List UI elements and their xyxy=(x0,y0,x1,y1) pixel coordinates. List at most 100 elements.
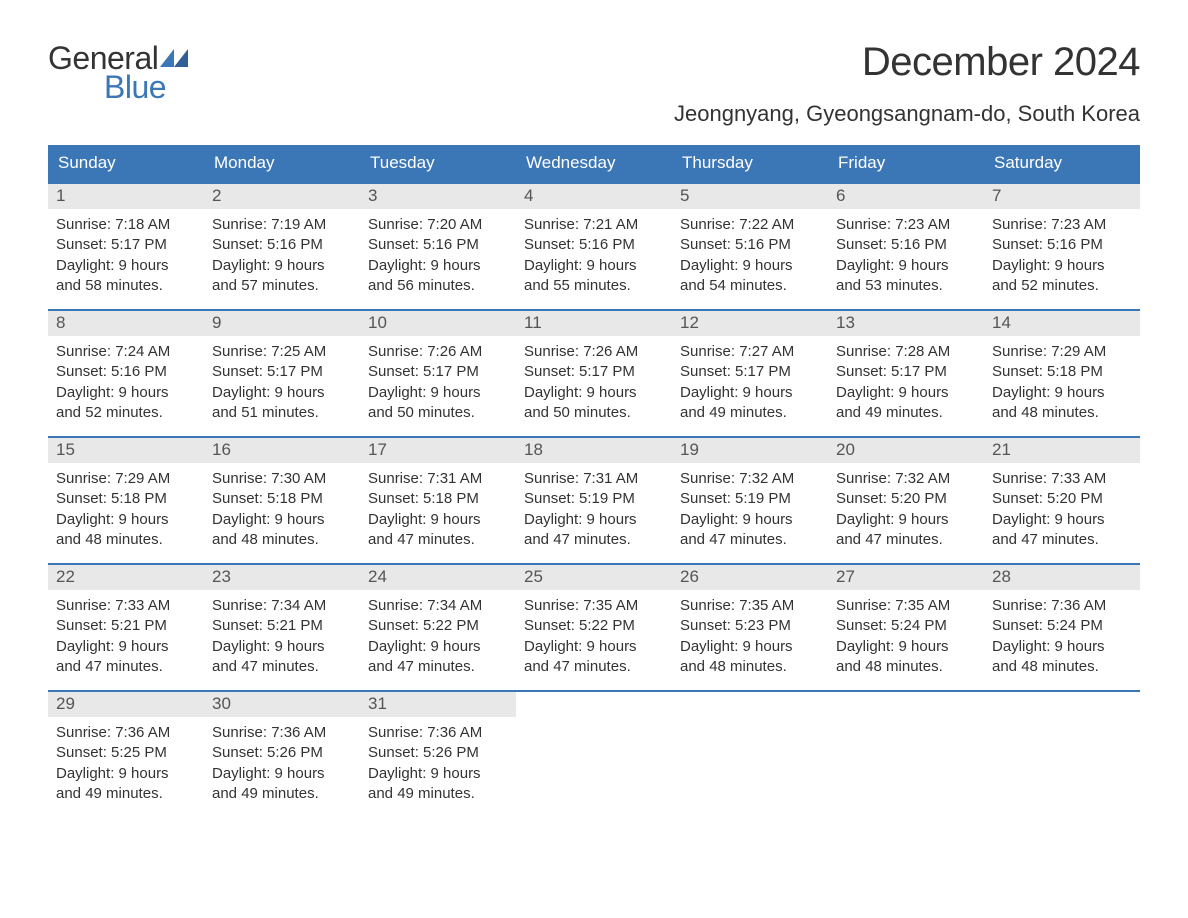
daylight-line-2: and 50 minutes. xyxy=(524,403,664,423)
daylight-line-2: and 57 minutes. xyxy=(212,276,352,296)
sunset-line: Sunset: 5:22 PM xyxy=(368,616,508,636)
page-title: December 2024 xyxy=(674,40,1140,85)
daylight-line-1: Daylight: 9 hours xyxy=(836,637,976,657)
logo-text-blue: Blue xyxy=(104,69,188,106)
day-number: 9 xyxy=(212,313,221,332)
daylight-line-1: Daylight: 9 hours xyxy=(368,256,508,276)
day-number: 7 xyxy=(992,186,1001,205)
daylight-line-1: Daylight: 9 hours xyxy=(56,764,196,784)
sunrise-line: Sunrise: 7:18 AM xyxy=(56,215,196,235)
daylight-line-2: and 47 minutes. xyxy=(992,530,1132,550)
sunset-line: Sunset: 5:16 PM xyxy=(992,235,1132,255)
daylight-line-2: and 47 minutes. xyxy=(56,657,196,677)
sunset-line: Sunset: 5:16 PM xyxy=(836,235,976,255)
day-number: 18 xyxy=(524,440,543,459)
daylight-line-2: and 47 minutes. xyxy=(368,657,508,677)
calendar-day-cell: 23Sunrise: 7:34 AMSunset: 5:21 PMDayligh… xyxy=(204,565,360,689)
calendar-day-cell: 14Sunrise: 7:29 AMSunset: 5:18 PMDayligh… xyxy=(984,311,1140,435)
calendar-week: 1Sunrise: 7:18 AMSunset: 5:17 PMDaylight… xyxy=(48,182,1140,308)
calendar-day-cell: 5Sunrise: 7:22 AMSunset: 5:16 PMDaylight… xyxy=(672,184,828,308)
daylight-line-1: Daylight: 9 hours xyxy=(56,510,196,530)
sunrise-line: Sunrise: 7:19 AM xyxy=(212,215,352,235)
daylight-line-1: Daylight: 9 hours xyxy=(212,256,352,276)
sunset-line: Sunset: 5:17 PM xyxy=(524,362,664,382)
day-number: 16 xyxy=(212,440,231,459)
sunrise-line: Sunrise: 7:36 AM xyxy=(56,723,196,743)
day-number: 26 xyxy=(680,567,699,586)
sunrise-line: Sunrise: 7:28 AM xyxy=(836,342,976,362)
daylight-line-2: and 52 minutes. xyxy=(56,403,196,423)
daylight-line-2: and 48 minutes. xyxy=(836,657,976,677)
day-number: 1 xyxy=(56,186,65,205)
calendar-day-cell: 31Sunrise: 7:36 AMSunset: 5:26 PMDayligh… xyxy=(360,692,516,816)
sunrise-line: Sunrise: 7:31 AM xyxy=(368,469,508,489)
daylight-line-1: Daylight: 9 hours xyxy=(836,256,976,276)
day-number: 27 xyxy=(836,567,855,586)
calendar-day-cell: 8Sunrise: 7:24 AMSunset: 5:16 PMDaylight… xyxy=(48,311,204,435)
calendar-day-cell: 12Sunrise: 7:27 AMSunset: 5:17 PMDayligh… xyxy=(672,311,828,435)
calendar-day-cell: 2Sunrise: 7:19 AMSunset: 5:16 PMDaylight… xyxy=(204,184,360,308)
daylight-line-2: and 47 minutes. xyxy=(680,530,820,550)
page-header: General Blue December 2024 Jeongnyang, G… xyxy=(48,40,1140,127)
sunrise-line: Sunrise: 7:20 AM xyxy=(368,215,508,235)
daylight-line-1: Daylight: 9 hours xyxy=(836,383,976,403)
daylight-line-1: Daylight: 9 hours xyxy=(212,510,352,530)
day-number: 20 xyxy=(836,440,855,459)
calendar-day-cell: 16Sunrise: 7:30 AMSunset: 5:18 PMDayligh… xyxy=(204,438,360,562)
day-number: 2 xyxy=(212,186,221,205)
daylight-line-2: and 49 minutes. xyxy=(368,784,508,804)
day-number: 23 xyxy=(212,567,231,586)
daylight-line-2: and 47 minutes. xyxy=(836,530,976,550)
sunrise-line: Sunrise: 7:27 AM xyxy=(680,342,820,362)
sunrise-line: Sunrise: 7:26 AM xyxy=(368,342,508,362)
sunset-line: Sunset: 5:21 PM xyxy=(212,616,352,636)
daylight-line-2: and 47 minutes. xyxy=(368,530,508,550)
daylight-line-1: Daylight: 9 hours xyxy=(524,256,664,276)
calendar-empty-cell xyxy=(672,692,828,816)
sunset-line: Sunset: 5:16 PM xyxy=(680,235,820,255)
calendar-week: 8Sunrise: 7:24 AMSunset: 5:16 PMDaylight… xyxy=(48,309,1140,435)
sunset-line: Sunset: 5:24 PM xyxy=(992,616,1132,636)
daylight-line-1: Daylight: 9 hours xyxy=(368,637,508,657)
calendar-week: 22Sunrise: 7:33 AMSunset: 5:21 PMDayligh… xyxy=(48,563,1140,689)
sunset-line: Sunset: 5:17 PM xyxy=(368,362,508,382)
daylight-line-2: and 49 minutes. xyxy=(680,403,820,423)
sunset-line: Sunset: 5:19 PM xyxy=(524,489,664,509)
calendar-day-cell: 21Sunrise: 7:33 AMSunset: 5:20 PMDayligh… xyxy=(984,438,1140,562)
sunset-line: Sunset: 5:18 PM xyxy=(368,489,508,509)
daylight-line-1: Daylight: 9 hours xyxy=(680,637,820,657)
daylight-line-2: and 52 minutes. xyxy=(992,276,1132,296)
daylight-line-2: and 48 minutes. xyxy=(680,657,820,677)
day-of-week-row: SundayMondayTuesdayWednesdayThursdayFrid… xyxy=(48,145,1140,182)
calendar-day-cell: 17Sunrise: 7:31 AMSunset: 5:18 PMDayligh… xyxy=(360,438,516,562)
page-subtitle: Jeongnyang, Gyeongsangnam-do, South Kore… xyxy=(674,101,1140,127)
sunset-line: Sunset: 5:17 PM xyxy=(212,362,352,382)
day-number: 29 xyxy=(56,694,75,713)
calendar-day-cell: 15Sunrise: 7:29 AMSunset: 5:18 PMDayligh… xyxy=(48,438,204,562)
daylight-line-2: and 47 minutes. xyxy=(524,657,664,677)
sunrise-line: Sunrise: 7:36 AM xyxy=(368,723,508,743)
daylight-line-1: Daylight: 9 hours xyxy=(680,256,820,276)
sunset-line: Sunset: 5:26 PM xyxy=(368,743,508,763)
sunset-line: Sunset: 5:24 PM xyxy=(836,616,976,636)
daylight-line-2: and 58 minutes. xyxy=(56,276,196,296)
sunrise-line: Sunrise: 7:29 AM xyxy=(56,469,196,489)
day-number: 3 xyxy=(368,186,377,205)
sunset-line: Sunset: 5:19 PM xyxy=(680,489,820,509)
calendar-day-cell: 26Sunrise: 7:35 AMSunset: 5:23 PMDayligh… xyxy=(672,565,828,689)
daylight-line-2: and 49 minutes. xyxy=(836,403,976,423)
day-number: 30 xyxy=(212,694,231,713)
sunrise-line: Sunrise: 7:32 AM xyxy=(680,469,820,489)
calendar-day-cell: 4Sunrise: 7:21 AMSunset: 5:16 PMDaylight… xyxy=(516,184,672,308)
daylight-line-2: and 50 minutes. xyxy=(368,403,508,423)
daylight-line-1: Daylight: 9 hours xyxy=(992,256,1132,276)
sunrise-line: Sunrise: 7:36 AM xyxy=(212,723,352,743)
calendar-week: 15Sunrise: 7:29 AMSunset: 5:18 PMDayligh… xyxy=(48,436,1140,562)
day-number: 5 xyxy=(680,186,689,205)
calendar-day-cell: 28Sunrise: 7:36 AMSunset: 5:24 PMDayligh… xyxy=(984,565,1140,689)
daylight-line-1: Daylight: 9 hours xyxy=(212,383,352,403)
daylight-line-2: and 47 minutes. xyxy=(524,530,664,550)
day-number: 25 xyxy=(524,567,543,586)
calendar-day-cell: 22Sunrise: 7:33 AMSunset: 5:21 PMDayligh… xyxy=(48,565,204,689)
calendar-day-cell: 19Sunrise: 7:32 AMSunset: 5:19 PMDayligh… xyxy=(672,438,828,562)
